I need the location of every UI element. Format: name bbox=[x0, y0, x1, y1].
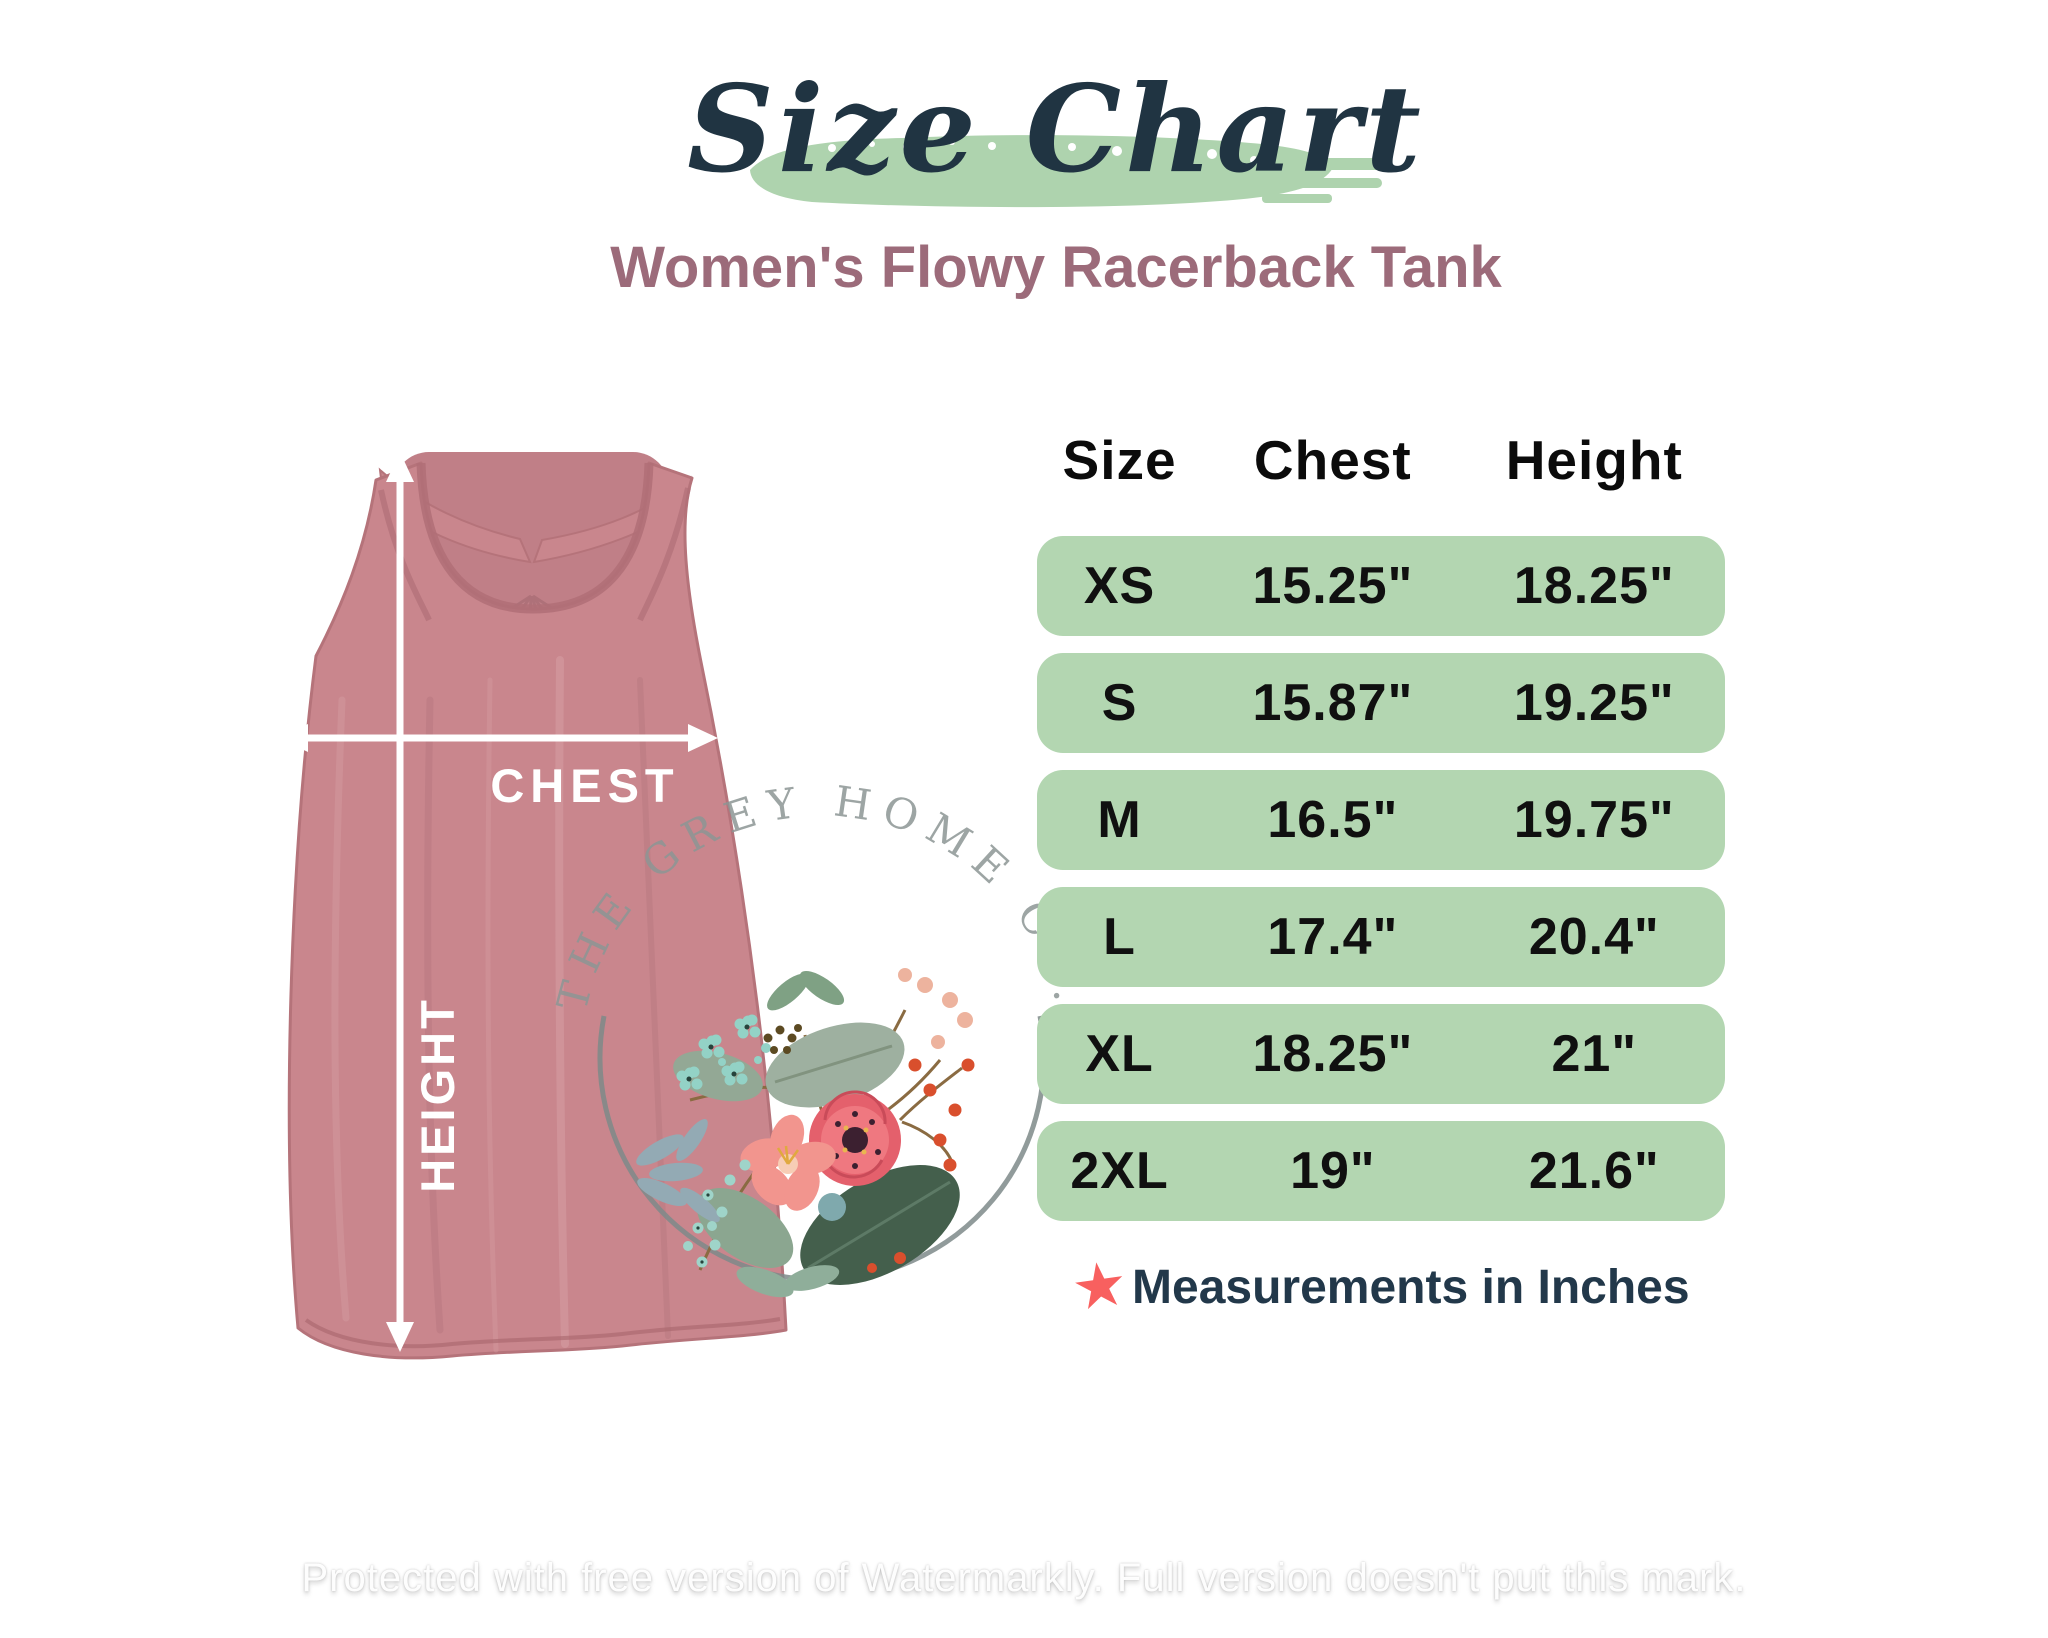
chest-cell: 18.25" bbox=[1252, 1025, 1414, 1083]
watermark-notice: Protected with free version of Watermark… bbox=[301, 1556, 1747, 1600]
size-cell: 2XL bbox=[1070, 1142, 1169, 1200]
chest-cell: 15.25" bbox=[1252, 557, 1414, 615]
height-cell: 19.75" bbox=[1513, 791, 1675, 849]
height-cell: 18.25" bbox=[1513, 557, 1675, 615]
size-table-header: Size Chest Height bbox=[1037, 428, 1725, 492]
product-name: Women's Flowy Racerback Tank bbox=[610, 235, 1502, 300]
mint-flower-cluster bbox=[676, 1014, 771, 1091]
flower-bouquet-illustration bbox=[636, 968, 975, 1298]
page-title: Size Chart bbox=[687, 59, 1425, 200]
table-row: XL 18.25" 21" bbox=[1037, 1004, 1725, 1104]
chest-cell: 19" bbox=[1290, 1142, 1376, 1200]
measurement-note-text: Measurements in Inches bbox=[1132, 1260, 1690, 1314]
size-cell: XL bbox=[1085, 1025, 1154, 1083]
olive-bud-twigs bbox=[763, 1024, 802, 1054]
chest-cell: 16.5" bbox=[1267, 791, 1399, 849]
peach-buds bbox=[898, 968, 973, 1049]
height-label: HEIGHT bbox=[411, 997, 464, 1193]
height-cell: 21.6" bbox=[1528, 1142, 1660, 1200]
column-header-chest: Chest bbox=[1253, 429, 1412, 491]
size-cell: M bbox=[1097, 791, 1142, 849]
table-row: S 15.87" 19.25" bbox=[1037, 653, 1725, 753]
table-row: L 17.4" 20.4" bbox=[1037, 887, 1725, 987]
tank-top-illustration bbox=[287, 452, 788, 1360]
chest-cell: 17.4" bbox=[1267, 908, 1399, 966]
size-cell: XS bbox=[1083, 557, 1156, 615]
size-cell: L bbox=[1103, 908, 1136, 966]
height-cell: 21" bbox=[1551, 1025, 1638, 1083]
column-header-size: Size bbox=[1062, 429, 1177, 491]
height-cell: 20.4" bbox=[1528, 908, 1660, 966]
size-table: Size Chest Height XS 15.25" 18.25" S 15.… bbox=[1037, 428, 1725, 1238]
table-row: 2XL 19" 21.6" bbox=[1037, 1121, 1725, 1221]
red-berries bbox=[867, 1058, 975, 1273]
star-icon: ★ bbox=[1067, 1248, 1133, 1325]
mint-berry-branch bbox=[683, 1159, 751, 1268]
chest-label: CHEST bbox=[490, 759, 679, 812]
table-row: M 16.5" 19.75" bbox=[1037, 770, 1725, 870]
brush-stroke bbox=[750, 135, 1384, 208]
size-cell: S bbox=[1101, 674, 1138, 732]
measurement-note: ★ Measurements in Inches bbox=[1037, 1248, 1725, 1324]
height-arrow bbox=[386, 452, 414, 1352]
column-header-height: Height bbox=[1505, 429, 1683, 491]
product-figure: THE GREY HOME CO. bbox=[278, 452, 1085, 1360]
height-cell: 19.25" bbox=[1513, 674, 1675, 732]
chest-cell: 15.87" bbox=[1252, 674, 1414, 732]
table-row: XS 15.25" 18.25" bbox=[1037, 536, 1725, 636]
chest-arrow bbox=[278, 724, 718, 752]
